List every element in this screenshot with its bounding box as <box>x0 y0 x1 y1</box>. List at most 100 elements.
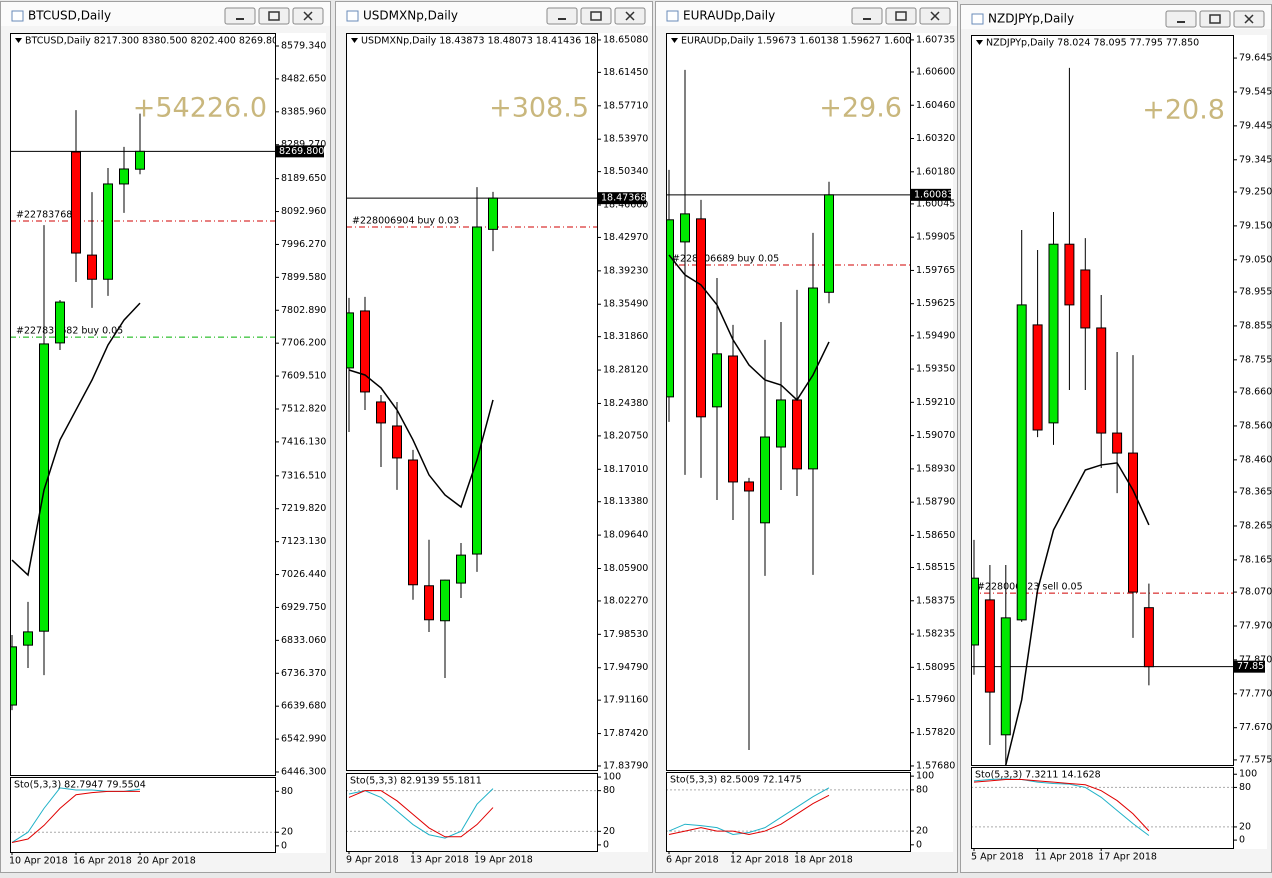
candle-body <box>1128 452 1138 593</box>
price-label-box <box>1234 660 1265 673</box>
y-tick-label: 7706.200 <box>281 338 326 349</box>
y-tick-label: 1.59765 <box>916 265 955 276</box>
profit-label: +29.6 <box>819 93 902 124</box>
stoch-signal <box>973 779 1150 832</box>
date-label: 11 Apr 2018 <box>1035 852 1094 863</box>
y-tick-label: 18.46600 <box>603 200 648 211</box>
stoch-main <box>668 787 830 836</box>
y-tick-label: 7416.130 <box>281 436 326 447</box>
stoch-tick-label: 80 <box>916 784 928 795</box>
candle-body <box>392 425 402 459</box>
y-tick-label: 77.770 <box>1239 688 1272 699</box>
y-tick-label: 8189.650 <box>281 173 326 184</box>
date-label: 17 Apr 2018 <box>1098 852 1157 863</box>
stoch-tick-label: 0 <box>1239 835 1245 846</box>
y-tick-label: 7219.820 <box>281 503 326 514</box>
restore-button[interactable] <box>580 7 612 25</box>
stoch-tick-label: 0 <box>603 839 609 850</box>
restore-button[interactable] <box>885 7 917 25</box>
candle-body <box>680 213 690 243</box>
minimize-button[interactable] <box>1165 10 1197 28</box>
y-tick-label: 1.58515 <box>916 562 955 573</box>
y-tick-label: 18.35490 <box>603 299 648 310</box>
profit-label: +20.8 <box>1142 95 1225 126</box>
restore-button[interactable] <box>1199 10 1231 28</box>
y-tick-label: 18.53970 <box>603 134 648 145</box>
y-tick-label: 17.91160 <box>603 695 648 706</box>
date-label: 10 Apr 2018 <box>9 856 68 867</box>
y-tick-label: 1.57960 <box>916 694 955 705</box>
y-tick-label: 17.87420 <box>603 728 648 739</box>
window-icon <box>346 10 359 22</box>
y-tick-label: 78.165 <box>1239 554 1272 565</box>
restore-button[interactable] <box>258 7 290 25</box>
stoch-tick-label: 80 <box>603 785 615 796</box>
y-tick-label: 1.59905 <box>916 232 955 243</box>
order-label: #228006523 sell 0.05 <box>977 582 1083 593</box>
candle-body <box>87 254 97 280</box>
stoch-label: Sto(5,3,3) 82.7947 79.5504 <box>14 780 146 791</box>
y-tick-label: 7996.270 <box>281 239 326 250</box>
moving-average <box>11 302 141 577</box>
price-pane <box>10 33 276 776</box>
y-tick-label: 1.57820 <box>916 727 955 738</box>
stoch-tick-label: 100 <box>916 771 934 782</box>
y-tick-label: 7899.580 <box>281 272 326 283</box>
y-tick-label: 77.670 <box>1239 722 1272 733</box>
date-label: 19 Apr 2018 <box>474 855 533 866</box>
stoch-tick-label: 100 <box>603 772 621 783</box>
minimize-button[interactable] <box>224 7 256 25</box>
window-icon <box>666 10 679 22</box>
header-arrow <box>976 40 983 45</box>
y-tick-label: 18.09640 <box>603 530 648 541</box>
header-arrow <box>351 38 358 43</box>
candle-body <box>424 585 434 621</box>
y-tick-label: 1.58235 <box>916 629 955 640</box>
candle-body <box>744 481 754 492</box>
candle-body <box>776 399 786 448</box>
y-tick-label: 79.050 <box>1239 254 1272 265</box>
y-tick-label: 17.94790 <box>603 662 648 673</box>
y-tick-label: 18.42970 <box>603 232 648 243</box>
y-tick-label: 78.070 <box>1239 587 1272 598</box>
stoch-main <box>348 788 494 839</box>
plot: +20.8 NZDJPYp,Daily 78.024 78.095 77.795 … <box>972 38 1233 765</box>
minimize-button[interactable] <box>546 7 578 25</box>
y-tick-label: 77.575 <box>1239 754 1272 765</box>
stoch-label: Sto(5,3,3) 7.3211 14.1628 <box>975 770 1101 781</box>
y-tick-label: 1.58650 <box>916 530 955 541</box>
stoch-tick-label: 0 <box>281 840 287 851</box>
stoch-tick-label: 20 <box>1239 821 1251 832</box>
y-tick-label: 7512.820 <box>281 403 326 414</box>
date-label: 6 Apr 2018 <box>666 855 719 866</box>
y-tick-label: 1.59070 <box>916 430 955 441</box>
y-tick-label: 1.58095 <box>916 662 955 673</box>
stoch-label: Sto(5,3,3) 82.9139 55.1811 <box>350 776 482 787</box>
y-tick-label: 1.59210 <box>916 397 955 408</box>
stoch-tick-label: 20 <box>281 827 293 838</box>
candle-body <box>1064 243 1075 306</box>
stoch-main <box>973 778 1150 836</box>
window-icon <box>11 10 24 22</box>
price-label: 18.47368 <box>601 193 646 204</box>
plot: +29.6 EURAUDp,Daily 1.59673 1.60138 1.596… <box>667 36 910 751</box>
y-tick-label: 1.58930 <box>916 463 955 474</box>
candle-body <box>728 355 738 483</box>
price-label-box <box>276 145 324 158</box>
header-arrow <box>671 38 678 43</box>
price-label: 1.60083 <box>914 189 953 200</box>
date-label: 13 Apr 2018 <box>410 855 469 866</box>
stoch-tick-label: 100 <box>1239 769 1257 780</box>
y-tick-label: 7316.510 <box>281 470 326 481</box>
stoch-plot: Sto(5,3,3) 82.5009 72.1475 <box>667 775 910 836</box>
minimize-button[interactable] <box>851 7 883 25</box>
stoch-tick-label: 20 <box>916 826 928 837</box>
window-title: NZDJPYp,Daily <box>988 12 1074 26</box>
y-tick-label: 1.60600 <box>916 66 955 77</box>
chart-header: BTCUSD,Daily 8217.300 8380.500 8202.400 … <box>25 36 284 47</box>
chart-window: NZDJPYp,Daily 79.645 79.545 79.445 79.345 79.… <box>960 4 1272 873</box>
y-tick-label: 1.57680 <box>916 760 955 771</box>
y-tick-label: 1.58790 <box>916 497 955 508</box>
candle-body <box>1143 607 1154 668</box>
